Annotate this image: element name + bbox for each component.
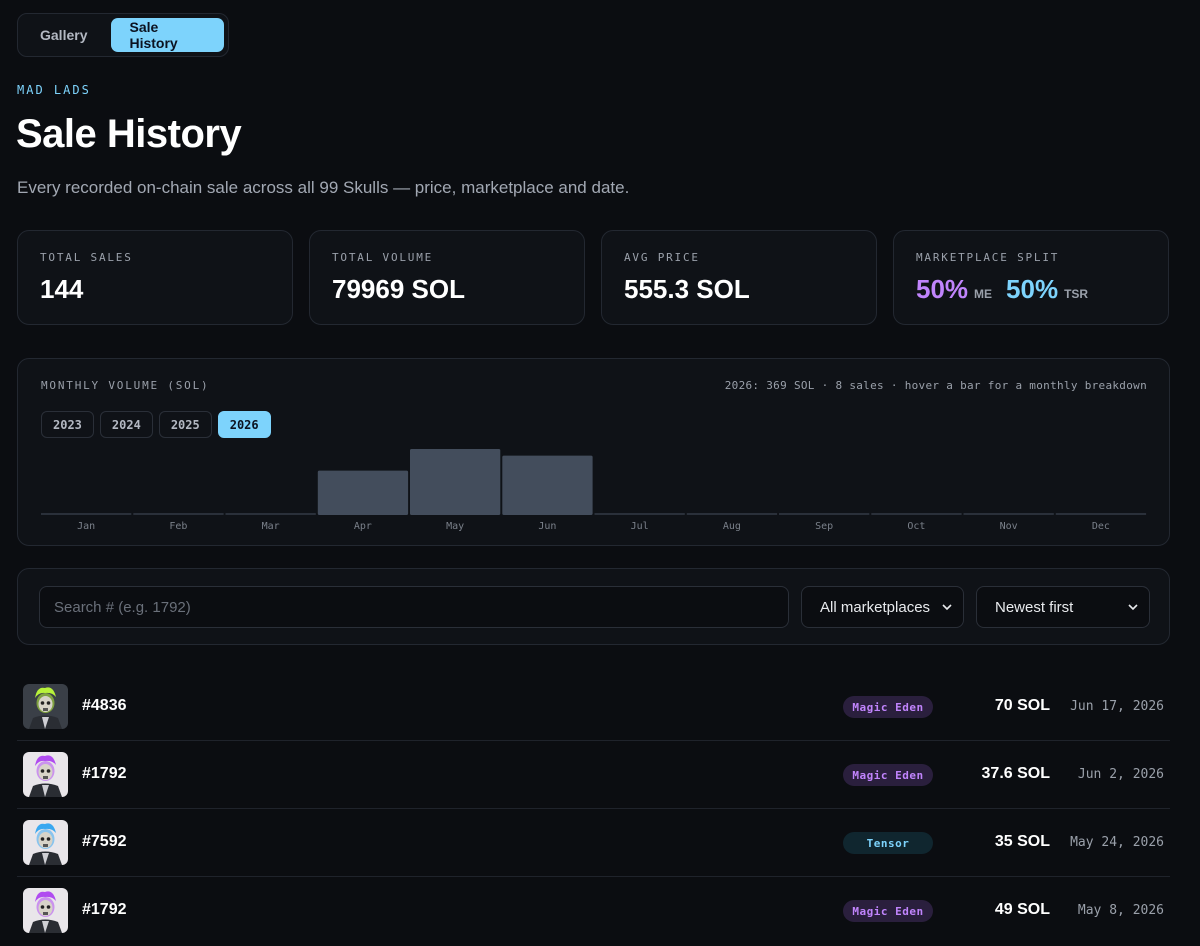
x-tick-label: Feb — [169, 521, 187, 532]
chart-title: MONTHLY VOLUME (SOL) — [41, 379, 210, 392]
chart-summary: 2026: 369 SOL · 8 sales · hover a bar fo… — [724, 379, 1147, 392]
tab-gallery[interactable]: Gallery — [40, 27, 88, 43]
bar-sep[interactable] — [779, 513, 870, 515]
tensor-percent: 50% — [1006, 274, 1059, 304]
bar-feb[interactable] — [133, 513, 224, 515]
x-tick-label: Aug — [723, 521, 741, 532]
sale-token-id: #7592 — [82, 833, 127, 850]
bar-apr[interactable] — [317, 470, 409, 515]
bar-jan[interactable] — [41, 513, 132, 515]
sale-date: May 24, 2026 — [1070, 835, 1164, 850]
marketplace-badge: Tensor — [843, 832, 933, 854]
x-tick-label: Apr — [354, 521, 372, 532]
search-input[interactable] — [39, 586, 789, 628]
stat-value: 144 — [40, 274, 84, 304]
bar-may[interactable] — [410, 449, 501, 515]
bar-oct[interactable] — [871, 513, 962, 515]
stat-card-total-volume: TOTAL VOLUME 79969 SOL — [309, 230, 585, 325]
x-tick-label: May — [446, 521, 464, 532]
stat-card-marketplace-split: MARKETPLACE SPLIT 50% ME 50% TSR — [893, 230, 1169, 325]
sale-price: 37.6 SOL — [981, 765, 1050, 782]
x-tick-label: Nov — [1000, 521, 1018, 532]
tab-sale-history[interactable]: Sale History — [111, 18, 224, 52]
monthly-volume-chart-panel: MONTHLY VOLUME (SOL) 2026: 369 SOL · 8 s… — [17, 358, 1170, 546]
sale-row[interactable]: #1792 Magic Eden 37.6 SOL Jun 2, 2026 — [17, 741, 1170, 809]
stat-value: 555.3 SOL — [624, 274, 750, 304]
stat-value: 79969 SOL — [332, 274, 465, 304]
marketplace-select[interactable]: All marketplaces — [801, 586, 964, 628]
marketplace-badge: Magic Eden — [843, 900, 933, 922]
stats-row: TOTAL SALES 144 TOTAL VOLUME 79969 SOL A… — [17, 230, 1169, 325]
x-tick-label: Jul — [631, 521, 649, 532]
marketplace-badge: Magic Eden — [843, 696, 933, 718]
page-title: Sale History — [16, 112, 242, 156]
sale-date: Jun 17, 2026 — [1070, 699, 1164, 714]
x-tick-label: Sep — [815, 521, 833, 532]
sales-list: #4836 Magic Eden 70 SOL Jun 17, 2026 #1792 Ma… — [17, 673, 1170, 945]
monthly-volume-bar-chart: Jan Feb Mar Apr May Jun Jul Aug Sep Oct Nov Dec — [41, 449, 1147, 532]
x-tick-label: Dec — [1092, 521, 1110, 532]
page-subtitle: Every recorded on-chain sale across all … — [17, 178, 630, 197]
year-button-2024[interactable]: 2024 — [99, 411, 153, 438]
filter-panel: All marketplaces Newest first — [17, 568, 1170, 645]
sale-row[interactable]: #7592 Tensor 35 SOL May 24, 2026 — [17, 809, 1170, 877]
sale-date: Jun 2, 2026 — [1077, 767, 1164, 782]
bar-jun[interactable] — [502, 455, 593, 515]
collection-eyebrow: MAD LADS — [17, 83, 91, 97]
view-tabs: Gallery Sale History — [17, 13, 229, 57]
year-selector: 2023 2024 2025 2026 — [41, 411, 271, 438]
sale-price: 49 SOL — [994, 901, 1050, 918]
year-button-2026[interactable]: 2026 — [217, 411, 271, 438]
sale-price: 35 SOL — [994, 833, 1050, 850]
year-button-2023[interactable]: 2023 — [41, 411, 94, 438]
bar-dec[interactable] — [1055, 513, 1147, 515]
sale-token-id: #4836 — [82, 697, 127, 714]
bar-aug[interactable] — [686, 513, 778, 515]
magic-eden-abbrev: ME — [974, 287, 993, 301]
bar-nov[interactable] — [963, 513, 1054, 515]
sale-token-id: #1792 — [82, 765, 127, 782]
sale-row[interactable]: #1792 Magic Eden 49 SOL May 8, 2026 — [17, 877, 1170, 945]
x-tick-label: Jun — [538, 521, 556, 532]
stat-label: TOTAL VOLUME — [332, 251, 434, 264]
bar-mar[interactable] — [225, 513, 316, 515]
tensor-abbrev: TSR — [1064, 287, 1089, 301]
x-tick-label: Jan — [77, 521, 95, 532]
marketplace-select-value: All marketplaces — [820, 598, 931, 616]
stat-card-avg-price: AVG PRICE 555.3 SOL — [601, 230, 877, 325]
nft-avatar — [23, 820, 68, 865]
nft-avatar — [23, 888, 68, 933]
sale-price: 70 SOL — [994, 697, 1050, 714]
marketplace-badge: Magic Eden — [843, 764, 933, 786]
nft-avatar — [23, 684, 68, 729]
x-tick-label: Mar — [262, 521, 280, 532]
sort-select-value: Newest first — [995, 598, 1074, 616]
nft-avatar — [23, 752, 68, 797]
stat-card-total-sales: TOTAL SALES 144 — [17, 230, 293, 325]
stat-label: MARKETPLACE SPLIT — [916, 251, 1060, 264]
stat-label: AVG PRICE — [624, 251, 700, 264]
sort-select[interactable]: Newest first — [976, 586, 1150, 628]
sale-token-id: #1792 — [82, 901, 127, 918]
sale-date: May 8, 2026 — [1077, 903, 1164, 918]
x-tick-label: Oct — [907, 521, 925, 532]
chevron-down-icon — [942, 604, 952, 611]
bar-jul[interactable] — [594, 513, 685, 515]
year-button-2025[interactable]: 2025 — [158, 411, 212, 438]
magic-eden-percent: 50% — [916, 274, 969, 304]
sale-row[interactable]: #4836 Magic Eden 70 SOL Jun 17, 2026 — [17, 673, 1170, 741]
stat-label: TOTAL SALES — [40, 251, 133, 264]
marketplace-split: 50% ME 50% TSR — [916, 274, 1146, 305]
chevron-down-icon — [1128, 604, 1138, 611]
